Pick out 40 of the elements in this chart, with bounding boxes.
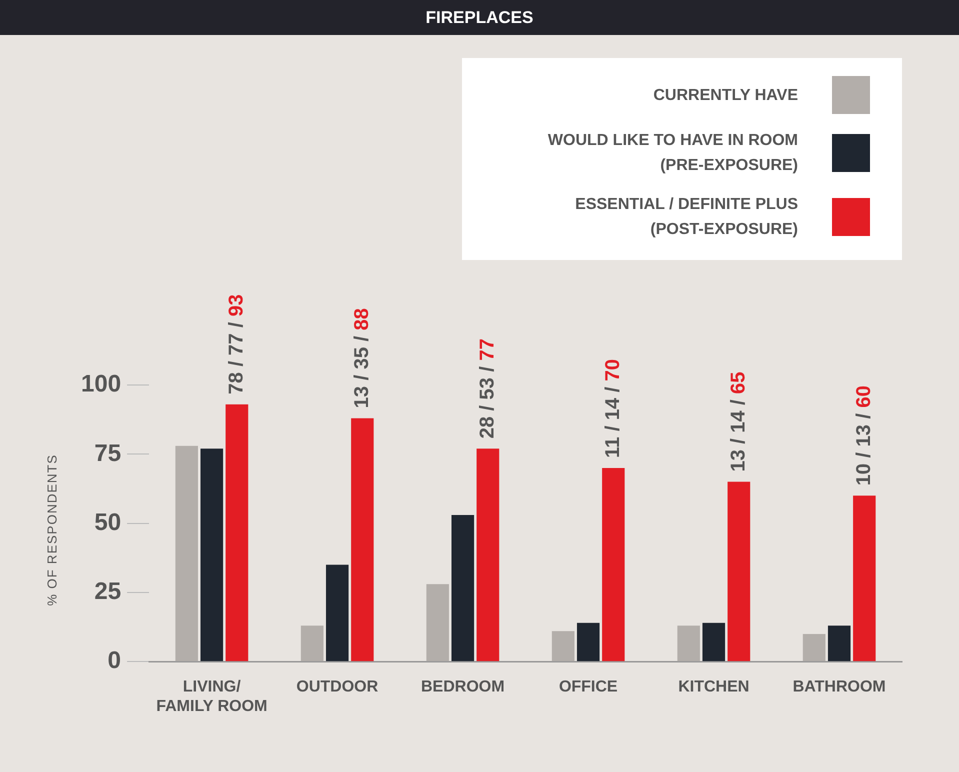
annotation: 13 / 35 / 88: [350, 308, 373, 408]
x-tick-label: BATHROOM: [792, 678, 886, 696]
bar: [476, 448, 500, 662]
bar: [828, 626, 851, 662]
x-tick-label: OUTDOOR: [296, 678, 379, 696]
y-tick-label: 100: [80, 370, 122, 398]
annotation: 10 / 13 / 60: [852, 386, 875, 486]
bar: [802, 634, 826, 662]
y-tick-label: 0: [108, 647, 122, 674]
bar: [175, 446, 198, 662]
annotation: 13 / 14 / 65: [727, 372, 750, 472]
annotation: 78 / 77 / 93: [225, 294, 248, 394]
annotation: 28 / 53 / 77: [476, 338, 498, 439]
legend-label: WOULD LIKE TO HAVE IN ROOM (PRE-EXPOSURE): [548, 131, 798, 176]
x-tick-label: KITCHEN: [678, 678, 750, 696]
x-tick-label: LIVING/ FAMILY ROOM: [156, 678, 268, 715]
bar: [300, 626, 324, 662]
bar: [200, 448, 224, 662]
legend-label: CURRENTLY HAVE: [653, 86, 798, 106]
y-tick-label: 25: [94, 578, 122, 606]
x-tick-label: OFFICE: [558, 678, 618, 696]
bar: [451, 515, 474, 662]
bar: [853, 496, 876, 662]
bar: [728, 482, 750, 662]
bar: [426, 584, 449, 662]
chart-title: FIREPLACES: [0, 0, 959, 35]
bar: [351, 418, 374, 662]
legend-label: ESSENTIAL / DEFINITE PLUS (POST-EXPOSURE): [575, 195, 798, 240]
bar: [226, 404, 248, 662]
x-tick-label: BEDROOM: [420, 678, 505, 696]
y-axis-title: % OF RESPONDENTS: [44, 454, 60, 606]
y-tick-label: 75: [94, 440, 122, 467]
y-tick-label: 50: [94, 508, 122, 536]
bar: [677, 626, 700, 662]
annotation: 11 / 14 / 70: [602, 358, 624, 458]
bar: [552, 631, 574, 662]
bar: [576, 622, 600, 662]
bar: [326, 564, 349, 662]
bar: [602, 468, 625, 662]
bar: [702, 622, 726, 662]
